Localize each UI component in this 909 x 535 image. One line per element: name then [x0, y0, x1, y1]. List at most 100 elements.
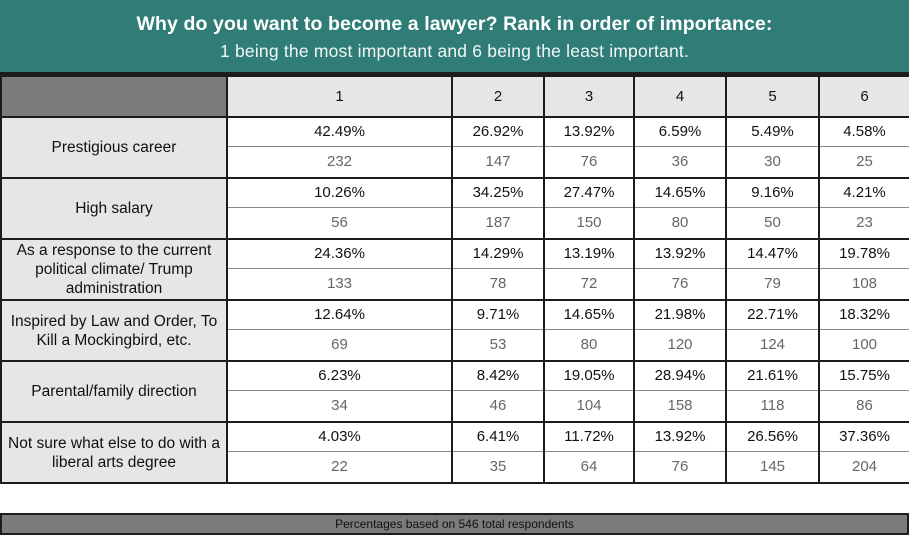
- percent-cell: 27.47%: [543, 177, 635, 208]
- percent-cell: 15.75%: [818, 360, 909, 391]
- count-cell: 72: [543, 267, 635, 301]
- percent-cell: 13.19%: [543, 238, 635, 269]
- percent-cell: 13.92%: [633, 238, 727, 269]
- count-cell: 76: [633, 450, 727, 484]
- count-cell: 69: [226, 328, 453, 362]
- row-label: Parental/family direction: [0, 360, 228, 423]
- column-header: 4: [633, 75, 727, 118]
- percent-cell: 11.72%: [543, 421, 635, 452]
- table-row-percent: Not sure what else to do with a liberal …: [0, 421, 909, 484]
- percent-cell: 34.25%: [451, 177, 545, 208]
- table-row-count: 56 187 150 80 50 23: [1, 206, 909, 240]
- count-cell: 108: [818, 267, 909, 301]
- percent-cell: 4.21%: [818, 177, 909, 208]
- count-cell: 133: [226, 267, 453, 301]
- percent-cell: 24.36%: [226, 238, 453, 269]
- count-cell: 100: [818, 328, 909, 362]
- table-footer-note: Percentages based on 546 total responden…: [0, 513, 909, 535]
- column-header: 5: [725, 75, 820, 118]
- column-header: 1: [226, 75, 453, 118]
- table-body: Prestigious career 42.49% 26.92% 13.92% 6.59…: [0, 116, 909, 484]
- count-cell: 79: [725, 267, 820, 301]
- count-cell: 124: [725, 328, 820, 362]
- percent-cell: 37.36%: [818, 421, 909, 452]
- count-cell: 204: [818, 450, 909, 484]
- percent-cell: 19.05%: [543, 360, 635, 391]
- percent-cell: 6.23%: [226, 360, 453, 391]
- count-cell: 64: [543, 450, 635, 484]
- percent-cell: 5.49%: [725, 116, 820, 147]
- count-cell: 80: [543, 328, 635, 362]
- count-cell: 36: [633, 145, 727, 179]
- table-row-percent: As a response to the current political c…: [0, 238, 909, 301]
- percent-cell: 18.32%: [818, 299, 909, 330]
- count-cell: 147: [451, 145, 545, 179]
- percent-cell: 26.92%: [451, 116, 545, 147]
- percent-cell: 14.65%: [633, 177, 727, 208]
- count-cell: 46: [451, 389, 545, 423]
- count-cell: 76: [633, 267, 727, 301]
- count-cell: 145: [725, 450, 820, 484]
- count-cell: 86: [818, 389, 909, 423]
- percent-cell: 28.94%: [633, 360, 727, 391]
- percent-cell: 8.42%: [451, 360, 545, 391]
- table-row-count: 232 147 76 36 30 25: [1, 145, 909, 179]
- percent-cell: 4.03%: [226, 421, 453, 452]
- count-cell: 187: [451, 206, 545, 240]
- table-row-count: 69 53 80 120 124 100: [1, 328, 909, 362]
- count-cell: 25: [818, 145, 909, 179]
- percent-cell: 42.49%: [226, 116, 453, 147]
- percent-cell: 9.16%: [725, 177, 820, 208]
- count-cell: 78: [451, 267, 545, 301]
- table-row-count: 22 35 64 76 145 204: [1, 450, 909, 484]
- count-cell: 150: [543, 206, 635, 240]
- percent-cell: 26.56%: [725, 421, 820, 452]
- percent-cell: 14.65%: [543, 299, 635, 330]
- table-subtitle: 1 being the most important and 6 being t…: [219, 41, 690, 61]
- percent-cell: 6.41%: [451, 421, 545, 452]
- percent-cell: 22.71%: [725, 299, 820, 330]
- column-header: 3: [543, 75, 635, 118]
- count-cell: 56: [226, 206, 453, 240]
- percent-cell: 14.47%: [725, 238, 820, 269]
- count-cell: 34: [226, 389, 453, 423]
- count-cell: 120: [633, 328, 727, 362]
- count-cell: 158: [633, 389, 727, 423]
- percent-cell: 14.29%: [451, 238, 545, 269]
- percent-cell: 19.78%: [818, 238, 909, 269]
- table-row-percent: High salary 10.26% 34.25% 27.47% 14.65% 9.16%…: [0, 177, 909, 240]
- row-label: Not sure what else to do with a liberal …: [0, 421, 228, 484]
- count-cell: 53: [451, 328, 545, 362]
- count-cell: 80: [633, 206, 727, 240]
- percent-cell: 21.98%: [633, 299, 727, 330]
- table-row-percent: Inspired by Law and Order, To Kill a Moc…: [0, 299, 909, 362]
- column-header: 6: [818, 75, 909, 118]
- count-cell: 76: [543, 145, 635, 179]
- percent-cell: 12.64%: [226, 299, 453, 330]
- row-label: Inspired by Law and Order, To Kill a Moc…: [0, 299, 228, 362]
- ranking-table: 1 2 3 4 5 6 Prestigious career 42.49% 26.9…: [0, 75, 909, 484]
- percent-cell: 21.61%: [725, 360, 820, 391]
- table-title: Why do you want to become a lawyer? Rank…: [136, 13, 773, 35]
- column-header: 2: [451, 75, 545, 118]
- percent-cell: 13.92%: [543, 116, 635, 147]
- count-cell: 118: [725, 389, 820, 423]
- count-cell: 232: [226, 145, 453, 179]
- count-cell: 23: [818, 206, 909, 240]
- count-cell: 22: [226, 450, 453, 484]
- table-row-percent: Prestigious career 42.49% 26.92% 13.92% 6.59…: [0, 116, 909, 179]
- column-header-row: 1 2 3 4 5 6: [0, 75, 909, 118]
- row-label: As a response to the current political c…: [0, 238, 228, 301]
- percent-cell: 9.71%: [451, 299, 545, 330]
- count-cell: 30: [725, 145, 820, 179]
- table-row-percent: Parental/family direction 6.23% 8.42% 19.05…: [0, 360, 909, 423]
- row-label: Prestigious career: [0, 116, 228, 179]
- table-row-count: 133 78 72 76 79 108: [1, 267, 909, 301]
- count-cell: 50: [725, 206, 820, 240]
- count-cell: 35: [451, 450, 545, 484]
- percent-cell: 13.92%: [633, 421, 727, 452]
- percent-cell: 6.59%: [633, 116, 727, 147]
- table-header-banner: Why do you want to become a lawyer? Rank…: [0, 0, 909, 75]
- percent-cell: 4.58%: [818, 116, 909, 147]
